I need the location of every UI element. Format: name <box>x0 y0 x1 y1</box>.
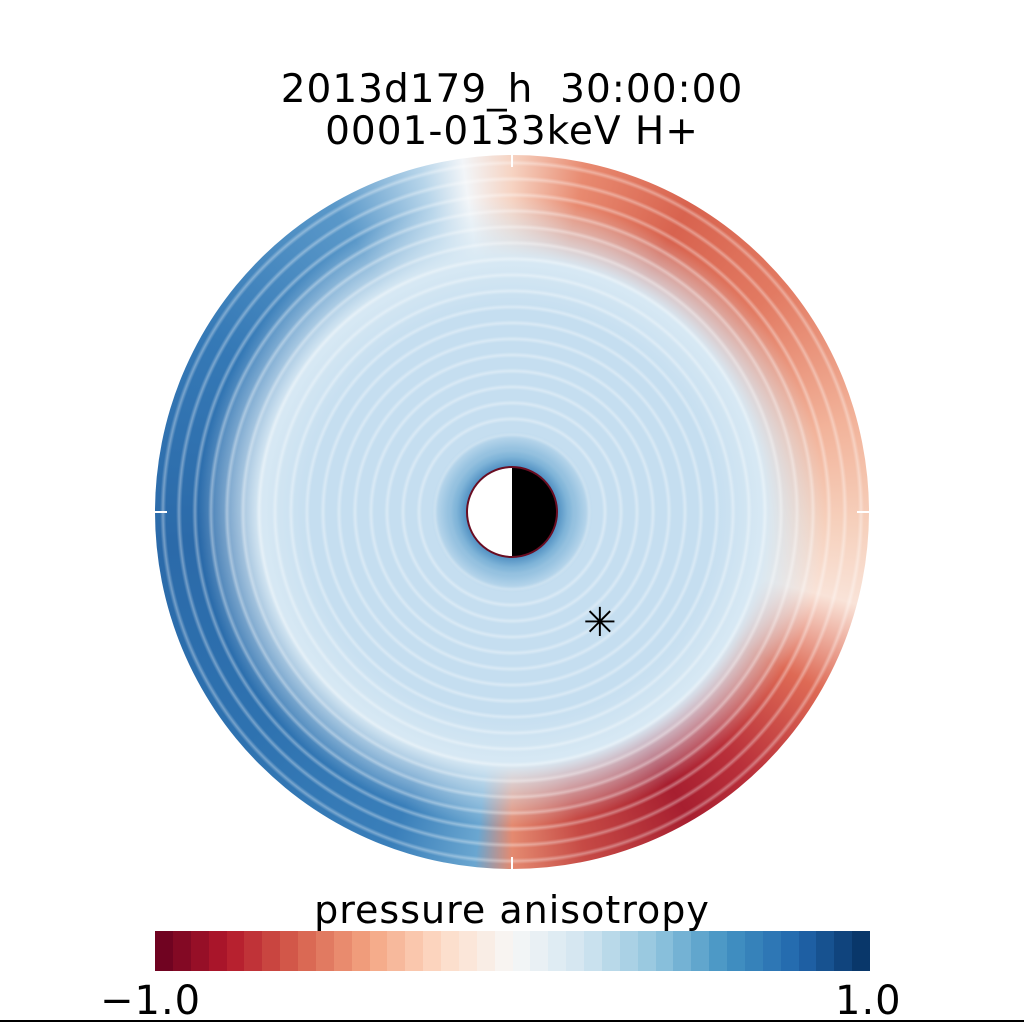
colorbar-segment <box>780 931 799 971</box>
colorbar-segment <box>530 931 549 971</box>
colorbar-segment <box>601 931 620 971</box>
colorbar-segment <box>441 931 459 971</box>
colorbar-segment <box>351 931 370 971</box>
colorbar-segment <box>798 931 817 971</box>
colorbar-segment <box>673 931 692 971</box>
asterisk-icon: ✳ <box>583 600 617 646</box>
tick-right <box>857 511 869 513</box>
colorbar-segment <box>369 931 388 971</box>
colorbar-segment <box>244 931 263 971</box>
colorbar-segment <box>548 931 567 971</box>
colorbar-segment <box>744 931 763 971</box>
colorbar-segment <box>262 931 281 971</box>
colorbar-min-label: −1.0 <box>100 978 202 1024</box>
colorbar-segment <box>172 931 191 971</box>
colorbar-segment <box>280 931 298 971</box>
colorbar-max-label: 1.0 <box>835 978 902 1024</box>
colorbar-segment <box>315 931 334 971</box>
colorbar-segment <box>226 931 245 971</box>
colorbar-segment <box>637 931 656 971</box>
colorbar-segment <box>852 931 870 971</box>
colorbar-segment <box>512 931 531 971</box>
colorbar-segment <box>333 931 352 971</box>
bottom-border <box>0 1020 1024 1022</box>
colorbar-segment <box>190 931 209 971</box>
colorbar-segment <box>834 931 853 971</box>
colorbar-segment <box>476 931 495 971</box>
colorbar-segment <box>566 931 584 971</box>
colorbar-segment <box>387 931 406 971</box>
colorbar-segment <box>423 931 441 971</box>
tick-bottom <box>511 857 513 869</box>
colorbar-segment <box>691 931 710 971</box>
earth-icon <box>466 466 558 558</box>
colorbar-segment <box>816 931 835 971</box>
colorbar-segment <box>494 931 513 971</box>
plot-title-line2: 0001-0133keV H+ <box>325 109 699 154</box>
plot-title-line1: 2013d179_h 30:00:00 <box>280 67 744 112</box>
colorbar-segment <box>655 931 674 971</box>
colorbar <box>155 931 870 971</box>
tick-top <box>511 155 513 167</box>
colorbar-segment <box>298 931 316 971</box>
colorbar-segment <box>405 931 424 971</box>
colorbar-label: pressure anisotropy <box>314 888 710 932</box>
tick-left <box>155 511 167 513</box>
colorbar-segment <box>155 931 173 971</box>
colorbar-segment <box>584 931 602 971</box>
colorbar-segment <box>208 931 227 971</box>
colorbar-segment <box>458 931 477 971</box>
colorbar-segment <box>709 931 727 971</box>
colorbar-segment <box>619 931 638 971</box>
colorbar-segment <box>762 931 781 971</box>
colorbar-segment <box>727 931 745 971</box>
